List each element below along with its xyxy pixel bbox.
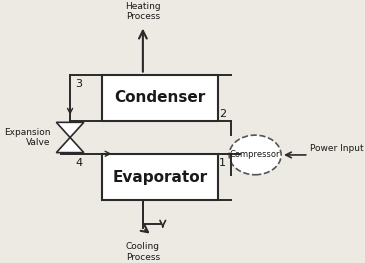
Bar [102,154,218,200]
Text: Condenser: Condenser [115,90,206,105]
Text: 3: 3 [76,79,82,89]
Text: 2: 2 [219,109,226,119]
Bar [102,75,218,121]
Polygon shape [56,138,84,153]
Text: Evaporator: Evaporator [113,170,208,185]
Text: 4: 4 [76,158,83,168]
Text: Expansion
Valve: Expansion Valve [4,128,50,147]
Text: Power Input: Power Input [310,144,364,153]
Text: Compressor: Compressor [230,150,280,159]
Circle shape [229,135,281,175]
Text: Heating
Process: Heating Process [125,2,161,21]
Text: 1: 1 [219,158,226,168]
Text: Cooling
Process: Cooling Process [126,242,160,262]
Polygon shape [56,122,84,138]
